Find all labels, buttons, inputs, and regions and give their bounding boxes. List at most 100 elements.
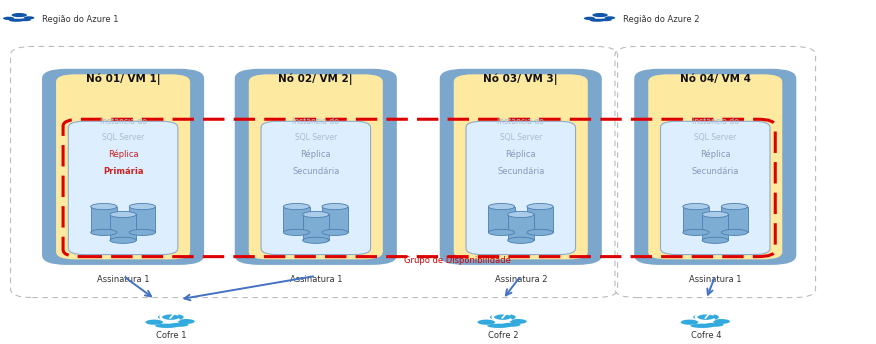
Ellipse shape: [527, 204, 554, 210]
Ellipse shape: [283, 229, 310, 236]
Ellipse shape: [91, 229, 117, 236]
Text: Instância do: Instância do: [100, 117, 146, 126]
Text: Instância do: Instância do: [293, 117, 339, 126]
Ellipse shape: [599, 19, 612, 21]
Ellipse shape: [145, 320, 163, 325]
Ellipse shape: [489, 229, 515, 236]
Ellipse shape: [477, 320, 495, 325]
Ellipse shape: [178, 319, 194, 324]
Text: Grupo de Disponibilidade: Grupo de Disponibilidade: [404, 256, 511, 265]
FancyBboxPatch shape: [454, 74, 588, 259]
FancyBboxPatch shape: [634, 69, 796, 265]
Text: Nó 03/ VM 3|: Nó 03/ VM 3|: [484, 73, 558, 85]
Ellipse shape: [155, 324, 179, 328]
Ellipse shape: [704, 323, 724, 327]
Ellipse shape: [169, 323, 188, 327]
Ellipse shape: [283, 204, 310, 210]
Text: Nó 04/ VM 4: Nó 04/ VM 4: [680, 74, 751, 84]
Text: Assinatura 1: Assinatura 1: [290, 275, 342, 284]
Ellipse shape: [590, 19, 605, 22]
Ellipse shape: [490, 314, 516, 321]
Ellipse shape: [592, 13, 608, 17]
Bar: [91, 207, 117, 233]
Ellipse shape: [703, 212, 728, 218]
Text: Cofre 2: Cofre 2: [488, 331, 518, 340]
Bar: [284, 207, 310, 233]
Bar: [322, 207, 349, 233]
Bar: [489, 207, 514, 233]
FancyBboxPatch shape: [440, 69, 602, 265]
Text: Assinatura 1: Assinatura 1: [689, 275, 741, 284]
Ellipse shape: [487, 324, 511, 328]
Text: Instância do: Instância do: [692, 117, 738, 126]
Ellipse shape: [681, 320, 698, 325]
FancyBboxPatch shape: [68, 121, 178, 255]
Text: Nó 01/ VM 1|: Nó 01/ VM 1|: [86, 73, 160, 85]
Text: Réplica: Réplica: [108, 150, 138, 159]
Ellipse shape: [510, 319, 526, 324]
Text: Cofre 4: Cofre 4: [691, 331, 721, 340]
Ellipse shape: [158, 314, 184, 321]
Bar: [130, 207, 156, 233]
Ellipse shape: [322, 204, 349, 210]
FancyBboxPatch shape: [466, 121, 576, 255]
Text: Assinatura 2: Assinatura 2: [495, 275, 547, 284]
Ellipse shape: [303, 212, 329, 218]
FancyBboxPatch shape: [249, 74, 383, 259]
Ellipse shape: [130, 229, 155, 236]
Ellipse shape: [527, 229, 554, 236]
Ellipse shape: [501, 323, 520, 327]
FancyBboxPatch shape: [261, 121, 371, 255]
Bar: [721, 207, 747, 233]
Ellipse shape: [690, 324, 714, 328]
Ellipse shape: [693, 314, 719, 321]
Text: Cofre 1: Cofre 1: [156, 331, 186, 340]
Ellipse shape: [703, 237, 728, 244]
Bar: [683, 207, 709, 233]
Bar: [703, 215, 728, 240]
Bar: [508, 215, 534, 240]
Ellipse shape: [722, 229, 748, 236]
Text: Secundária: Secundária: [691, 168, 739, 176]
Text: SQL Server: SQL Server: [294, 133, 337, 142]
Ellipse shape: [489, 204, 515, 210]
Ellipse shape: [11, 13, 27, 17]
Ellipse shape: [110, 237, 137, 244]
Text: Região do Azure 2: Região do Azure 2: [623, 15, 699, 24]
Ellipse shape: [683, 229, 709, 236]
FancyBboxPatch shape: [648, 74, 782, 259]
Ellipse shape: [18, 19, 32, 21]
FancyBboxPatch shape: [661, 121, 770, 255]
Ellipse shape: [508, 237, 534, 244]
Ellipse shape: [722, 204, 748, 210]
Text: Instância do: Instância do: [498, 117, 544, 126]
Text: SQL Server: SQL Server: [102, 133, 145, 142]
FancyBboxPatch shape: [42, 69, 204, 265]
Text: Secundária: Secundária: [497, 168, 545, 176]
Text: Réplica: Réplica: [700, 150, 731, 159]
Text: Região do Azure 1: Região do Azure 1: [42, 15, 118, 24]
Text: SQL Server: SQL Server: [499, 133, 542, 142]
Ellipse shape: [24, 16, 34, 19]
Ellipse shape: [91, 204, 117, 210]
Text: Réplica: Réplica: [505, 150, 536, 159]
Ellipse shape: [322, 229, 349, 236]
FancyBboxPatch shape: [235, 69, 397, 265]
Bar: [110, 215, 136, 240]
Bar: [526, 207, 554, 233]
Text: Réplica: Réplica: [300, 150, 331, 159]
Text: Nó 02/ VM 2|: Nó 02/ VM 2|: [279, 73, 353, 85]
Ellipse shape: [583, 17, 595, 20]
Ellipse shape: [110, 212, 137, 218]
Ellipse shape: [508, 212, 534, 218]
Ellipse shape: [9, 19, 25, 22]
Ellipse shape: [130, 204, 155, 210]
Ellipse shape: [683, 204, 709, 210]
Text: Primária: Primária: [102, 168, 144, 176]
Text: Secundária: Secundária: [292, 168, 340, 176]
Text: SQL Server: SQL Server: [694, 133, 737, 142]
Ellipse shape: [604, 16, 615, 19]
Text: Assinatura 1: Assinatura 1: [97, 275, 149, 284]
FancyBboxPatch shape: [56, 74, 190, 259]
Ellipse shape: [303, 237, 329, 244]
